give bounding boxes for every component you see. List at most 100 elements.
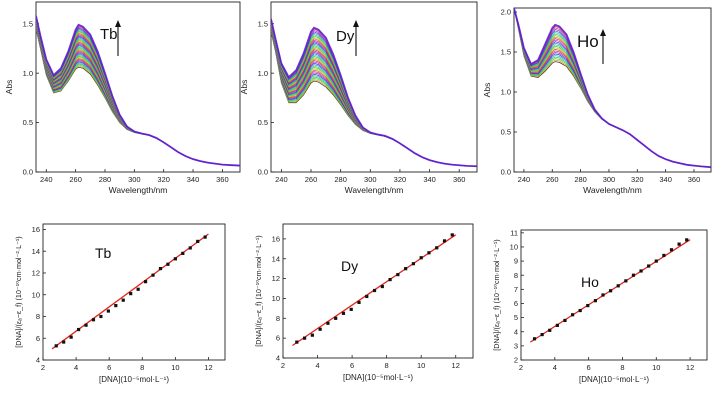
plot-frame (35, 1, 241, 173)
data-point (586, 303, 590, 308)
y-tick-label: 1.0 (258, 69, 268, 78)
x-axis-label: Wavelength/nm (583, 185, 642, 195)
y-axis-label: [DNA]/(εₐ−ε_f) (10⁻¹⁰cm·mol⁻²·L⁻¹) (254, 235, 263, 346)
arrowhead-icon (115, 20, 121, 27)
x-tick-label: 300 (603, 175, 616, 184)
y-tick-label: 0.5 (258, 118, 268, 127)
y-tick-label: 6 (276, 334, 280, 343)
spectrum-curve (514, 8, 711, 168)
x-tick-label: 10 (652, 363, 660, 372)
spectrum-curve (36, 17, 240, 166)
data-point (647, 264, 651, 268)
spectrum-curve (271, 29, 477, 167)
y-tick-label: 11 (510, 228, 518, 237)
spectrum-curve (36, 18, 240, 166)
spectrum-curve (36, 19, 240, 166)
data-point (669, 248, 674, 252)
data-point (450, 233, 454, 237)
y-tick-label: 8 (276, 314, 280, 323)
x-tick-label: 6 (587, 363, 591, 372)
x-tick-label: 320 (157, 175, 170, 184)
spectrum-curve (36, 20, 240, 166)
data-point (631, 273, 636, 277)
plot-frame (520, 229, 708, 361)
x-tick-label: 240 (518, 175, 531, 184)
data-point (349, 307, 353, 311)
y-tick-label: 1.5 (501, 48, 511, 57)
spectrum-curve (36, 28, 240, 166)
spectrum-curve (36, 27, 240, 166)
data-point (151, 273, 155, 277)
spectrum-curve (36, 21, 240, 166)
x-tick-label: 340 (187, 175, 200, 184)
spectrum-curve (36, 18, 240, 166)
y-tick-label: 12 (272, 274, 280, 283)
y-tick-label: 10 (272, 294, 280, 303)
spectrum-curve (36, 19, 240, 166)
y-tick-label: 5 (514, 313, 518, 322)
data-point (143, 280, 148, 284)
x-tick-label: 6 (350, 361, 354, 370)
data-point (442, 239, 447, 243)
data-point (106, 309, 110, 313)
panel-label: Dy (336, 28, 355, 45)
data-point (203, 235, 207, 239)
x-tick-label: 300 (128, 175, 141, 184)
spectrum-curve (514, 8, 711, 168)
panel-fit-ho: 2 4 6 8 10 12 2 3 4 5 6 7 8 9 10 11 [DNA](10⁻⁵mol·L⁻¹) [D… (492, 228, 708, 384)
data-point (166, 262, 170, 266)
data-point (196, 239, 200, 244)
data-point (334, 316, 338, 320)
x-tick-label: 2 (41, 363, 45, 372)
x-axis-label: Wavelength/nm (109, 185, 168, 195)
y-tick-label: 16 (32, 225, 40, 234)
spectrum-curve (36, 24, 240, 166)
x-tick-label: 320 (631, 175, 644, 184)
spectrum-curve (36, 22, 240, 166)
x-tick-label: 300 (364, 175, 377, 184)
spectrum-curve (514, 8, 711, 168)
spectrum-curve (36, 27, 240, 166)
data-point (99, 314, 103, 319)
data-point (158, 267, 163, 271)
spectrum-curve (36, 16, 240, 166)
spectrum-curve (271, 29, 477, 167)
x-tick-label: 280 (574, 175, 587, 184)
x-tick-label: 12 (686, 363, 694, 372)
data-point (388, 277, 392, 282)
data-point (302, 336, 307, 340)
spectrum-curve (36, 26, 240, 166)
panel-label: Ho (577, 32, 599, 51)
spectrum-curve (36, 21, 240, 166)
data-point (136, 287, 140, 291)
spectrum-curve (514, 8, 711, 168)
x-tick-label: 4 (74, 363, 78, 372)
x-tick-label: 260 (305, 175, 318, 184)
spectrum-curve (36, 20, 240, 166)
x-tick-label: 280 (99, 175, 112, 184)
data-point (318, 327, 322, 331)
plot-area (36, 15, 240, 167)
x-tick-label: 12 (452, 361, 460, 370)
panel-label: Dy (341, 258, 358, 274)
x-tick-label: 360 (688, 175, 701, 184)
x-axis-label: [DNA](10⁻⁵mol·L⁻¹) (99, 375, 169, 384)
data-point (419, 256, 423, 260)
spectrum-curve (514, 8, 711, 168)
data-point (616, 284, 620, 288)
spectrum-curve (271, 28, 477, 167)
spectrum-curve (271, 31, 477, 167)
arrowhead-icon (600, 29, 606, 36)
arrowhead-icon (353, 20, 359, 27)
spectrum-curve (36, 25, 240, 166)
x-tick-label: 2 (519, 363, 523, 372)
spectrum-curve (36, 24, 240, 166)
y-tick-label: 14 (272, 254, 280, 263)
data-point (654, 259, 658, 263)
panel-spectrum-tb: 240 260 280 300 320 340 360 0.0 0.5 1.0 1.5 Wavelen… (4, 1, 241, 195)
panel-label: Ho (581, 274, 599, 290)
spectrum-curve (36, 16, 240, 166)
data-point (84, 323, 88, 327)
x-tick-label: 340 (423, 175, 436, 184)
y-tick-label: 16 (272, 234, 280, 243)
